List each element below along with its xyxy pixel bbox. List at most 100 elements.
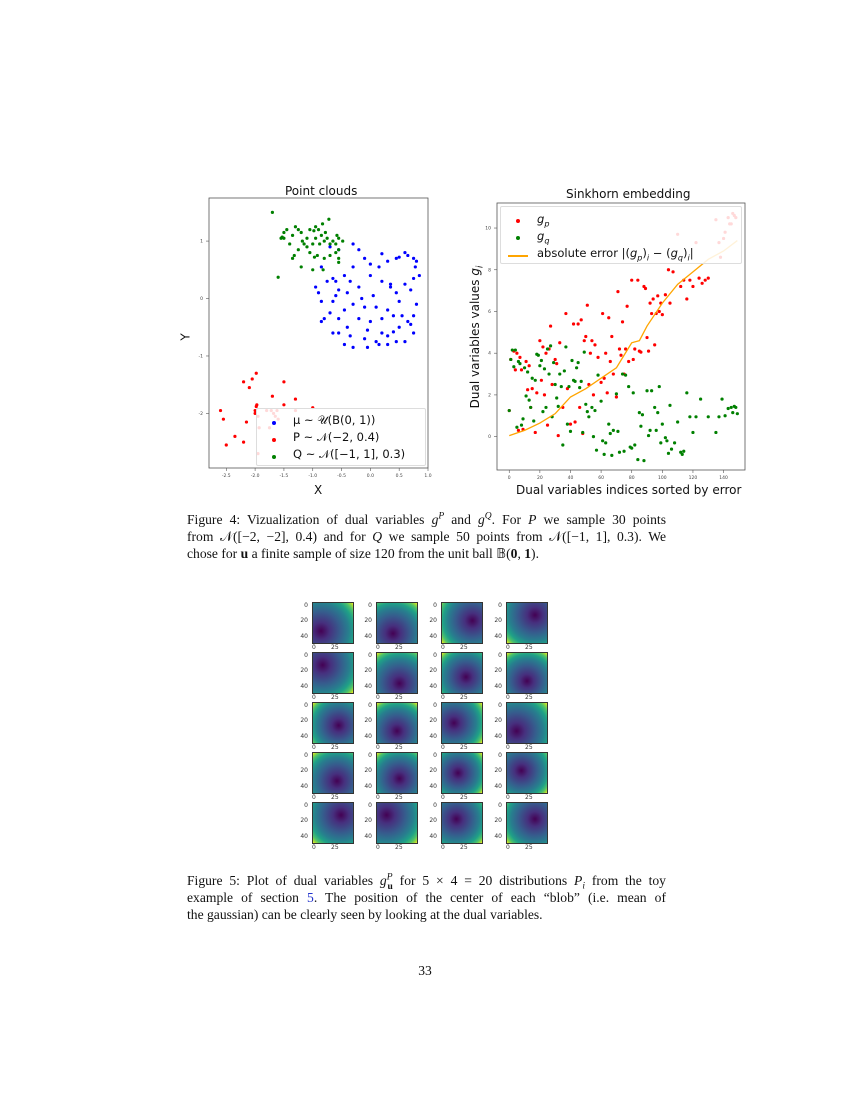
- point-g_p: [590, 339, 594, 343]
- text-segment: 1: [524, 546, 532, 562]
- point-mu: [357, 317, 361, 321]
- heatmap-y-tick-label: 0: [498, 702, 502, 709]
- point-g_q: [734, 405, 738, 410]
- dot-marker-icon: [263, 448, 285, 462]
- dual-variable-heatmap: [506, 802, 548, 844]
- point-Q: [328, 253, 332, 258]
- heatmap-x-tick-label: 0: [376, 694, 380, 701]
- point-mu: [388, 282, 393, 286]
- text-segment: − (: [649, 245, 671, 260]
- heatmap-x-tick-label: 25: [460, 644, 468, 651]
- legend-entry-g_q: gq: [507, 227, 735, 244]
- heatmap-y-tick-label: 40: [494, 683, 502, 690]
- point-mu: [322, 317, 326, 321]
- point-Q: [319, 233, 323, 237]
- text-segment: p: [637, 252, 643, 262]
- heatmap-y-tick-label: 0: [433, 752, 437, 759]
- point-g_q: [645, 389, 649, 393]
- point-g_q: [627, 384, 631, 389]
- heatmap-x-tick-label: 25: [331, 794, 339, 801]
- legend-label: μ ~ 𝒰(B(0, 1)): [293, 413, 375, 428]
- point-g_q: [530, 376, 534, 380]
- heatmap-y-tick-label: 20: [364, 617, 372, 624]
- heatmap-y-tick-label: 20: [300, 817, 308, 824]
- heatmap-x-tick-label: 25: [525, 644, 533, 651]
- point-g_p: [660, 312, 664, 317]
- point-g_p: [558, 341, 562, 345]
- heatmap-y-tick-label: 0: [304, 602, 308, 609]
- x-tick-label: 0.0: [367, 473, 374, 479]
- point-g_q: [688, 415, 692, 419]
- text-segment: P: [528, 512, 537, 527]
- heatmap-x-tick-label: 0: [376, 744, 380, 751]
- point-mu: [386, 334, 390, 338]
- point-g_p: [556, 433, 560, 438]
- point-g_q: [526, 370, 530, 374]
- point-mu: [351, 302, 355, 306]
- text-segment: u: [240, 546, 249, 562]
- point-g_q: [680, 452, 684, 456]
- point-Q: [337, 256, 341, 260]
- point-g_q: [607, 422, 611, 426]
- point-g_p: [599, 380, 603, 384]
- point-g_q: [522, 366, 527, 370]
- point-mu: [334, 294, 338, 298]
- heatmap-x-tick-label: 0: [376, 794, 380, 801]
- text-segment: q: [544, 235, 550, 245]
- point-g_q: [548, 344, 553, 348]
- point-mu: [342, 308, 347, 312]
- heatmap-y-tick-label: 20: [429, 817, 437, 824]
- dual-variable-heatmap: [441, 652, 483, 694]
- x-tick-label: 140: [719, 475, 728, 481]
- point-g_q: [513, 348, 517, 352]
- point-P: [293, 397, 298, 401]
- y-tick-label: 2: [488, 392, 491, 398]
- point-g_p: [541, 345, 545, 349]
- text-segment: P: [574, 873, 583, 888]
- heatmap-x-tick-label: 0: [376, 644, 380, 651]
- point-g_p: [627, 359, 631, 364]
- heatmap-y-tick-label: 40: [300, 633, 308, 640]
- point-g_q: [533, 378, 537, 382]
- heatmap-y-tick-label: 40: [364, 733, 372, 740]
- point-Q: [314, 236, 318, 240]
- dual-variable-heatmap: [312, 752, 354, 794]
- heatmap-x-tick-label: 25: [395, 694, 403, 701]
- point-mu: [363, 256, 367, 260]
- heatmap-x-tick-label: 0: [312, 644, 316, 651]
- point-g_q: [691, 430, 695, 435]
- point-mu: [342, 342, 347, 347]
- heatmap-x-tick-label: 0: [312, 794, 316, 801]
- point-g_q: [559, 384, 563, 389]
- point-g_p: [633, 347, 637, 351]
- section-link[interactable]: 5: [307, 890, 314, 906]
- heatmap-x-tick-label: 0: [506, 644, 510, 651]
- point-Q: [327, 217, 331, 221]
- point-g_q: [532, 419, 536, 423]
- point-mu: [409, 322, 413, 326]
- text-segment: g: [478, 512, 485, 527]
- point-mu: [314, 285, 318, 289]
- point-g_q: [665, 439, 669, 443]
- heatmap-y-tick-label: 0: [433, 802, 437, 809]
- y-tick-label: -2: [199, 411, 204, 417]
- point-g_p: [576, 322, 580, 326]
- dual-variable-heatmap: [376, 802, 418, 844]
- point-g_q: [507, 408, 511, 413]
- point-g_q: [593, 408, 597, 413]
- heatmap-y-tick-label: 20: [300, 667, 308, 674]
- y-tick-label: 4: [488, 351, 491, 357]
- caption-line: from 𝒩([−2, −2], 0.4) and for Q we sampl…: [187, 528, 666, 545]
- point-P: [253, 408, 257, 413]
- y-tick-label: -1: [199, 353, 204, 359]
- point-g_p: [516, 428, 521, 432]
- point-g_q: [585, 409, 589, 414]
- point-g_q: [630, 446, 634, 450]
- heatmap-y-tick-label: 40: [300, 833, 308, 840]
- point-g_p: [616, 290, 620, 294]
- heatmap-x-tick-label: 0: [506, 794, 510, 801]
- text-segment: g: [431, 512, 439, 527]
- text-segment: i: [582, 881, 585, 892]
- point-g_p: [700, 281, 704, 285]
- point-mu: [411, 314, 416, 318]
